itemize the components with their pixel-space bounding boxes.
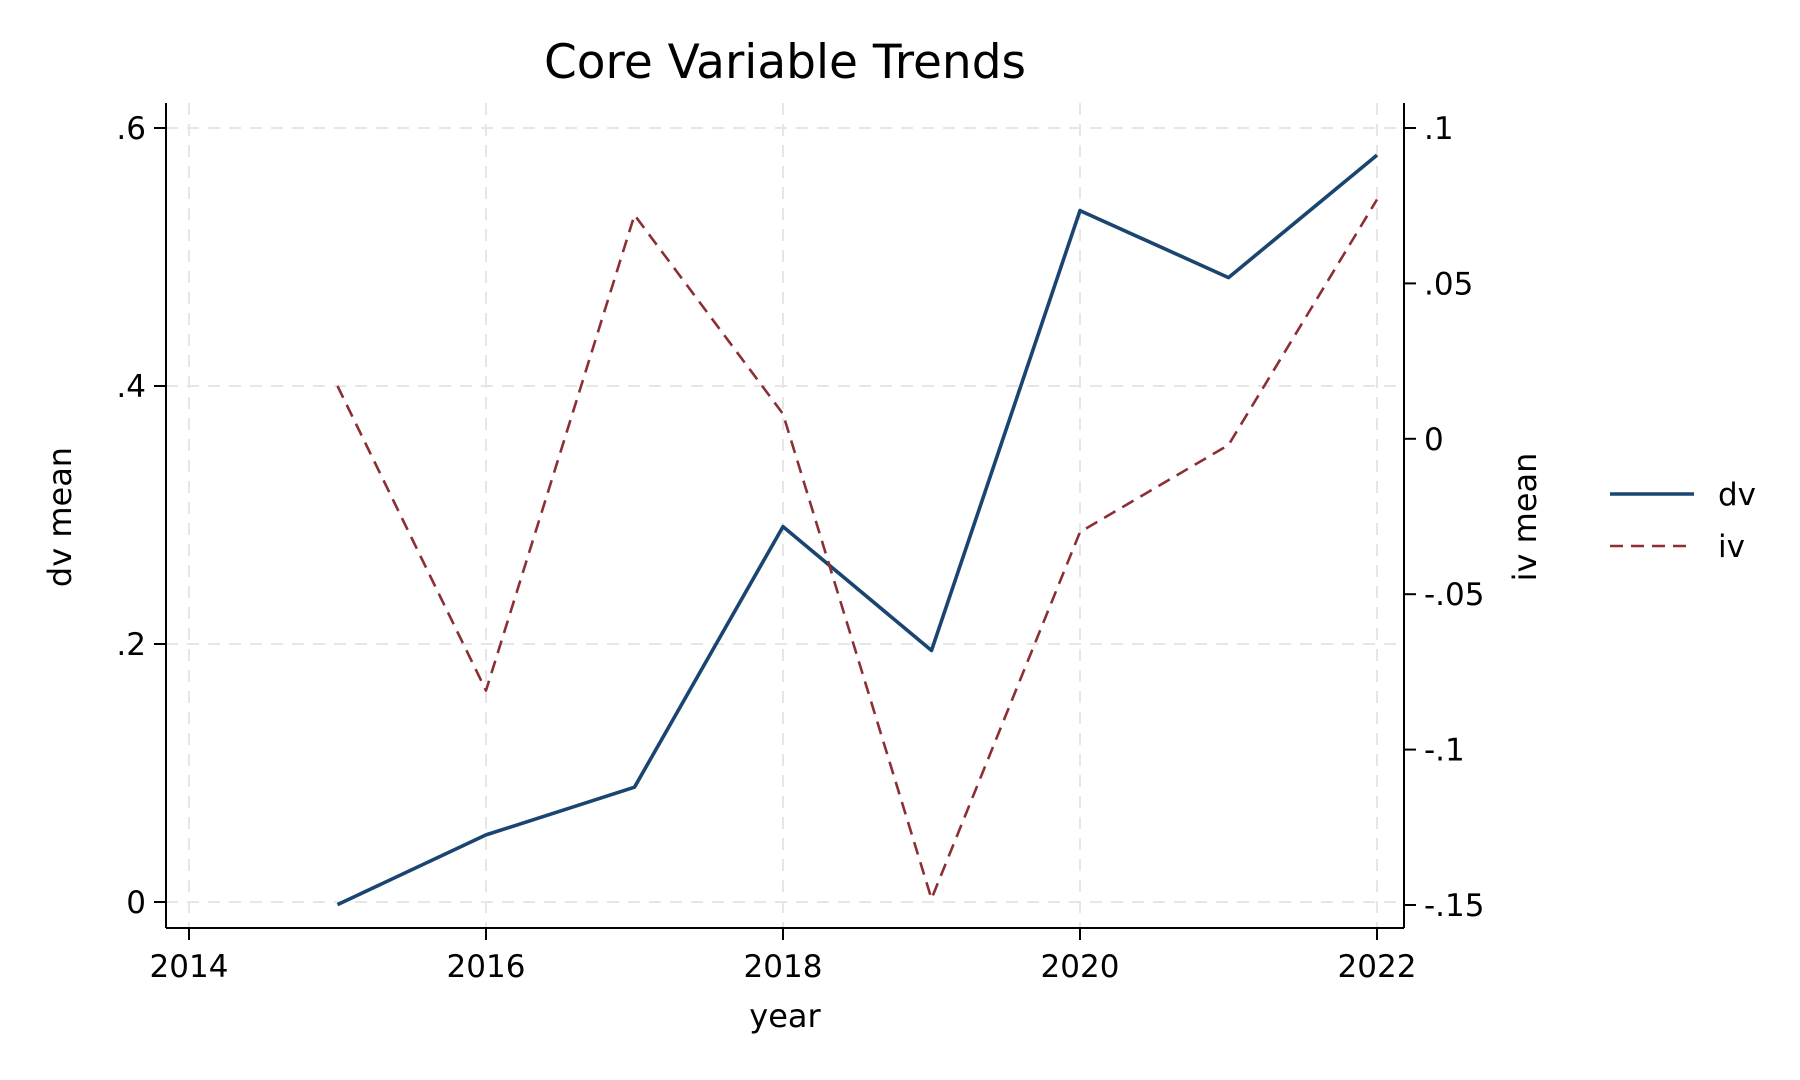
right-y-tick-label: .05 [1424, 266, 1473, 302]
left-y-tick-label: .4 [116, 369, 146, 405]
series-line-dv [336, 153, 1379, 907]
left-y-tick-label: .2 [116, 627, 146, 663]
right-y-tick-label: -.1 [1424, 733, 1465, 769]
left-y-axis-label: dv mean [41, 447, 79, 587]
legend-label-dv: dv [1718, 477, 1756, 513]
x-tick-label: 2020 [1041, 949, 1120, 985]
x-tick-label: 2016 [447, 949, 526, 985]
left-y-tick-label: .6 [116, 111, 146, 147]
legend: dv iv [1610, 477, 1756, 565]
x-tick-label: 2022 [1338, 949, 1417, 985]
x-axis-label: year [749, 997, 821, 1035]
x-tick-label: 2018 [744, 949, 823, 985]
right-y-tick-label: .1 [1424, 111, 1454, 147]
ticks: 2014 2016 2018 2020 2022 0 .2 .4 .6 -.15 -.1 -.05 0.… [116, 111, 1484, 985]
series-line-iv [336, 198, 1379, 901]
series-lines [336, 153, 1379, 907]
grid [166, 103, 1404, 928]
axes [165, 103, 1405, 929]
right-y-tick-label: -.15 [1424, 888, 1485, 924]
right-y-tick-label: 0 [1424, 422, 1444, 458]
right-y-tick-label: -.05 [1424, 577, 1485, 613]
right-y-axis-label: iv mean [1506, 453, 1544, 582]
x-tick-label: 2014 [150, 949, 229, 985]
legend-label-iv: iv [1718, 529, 1745, 565]
left-y-tick-label: 0 [126, 885, 146, 921]
chart-title: Core Variable Trends [544, 35, 1026, 90]
